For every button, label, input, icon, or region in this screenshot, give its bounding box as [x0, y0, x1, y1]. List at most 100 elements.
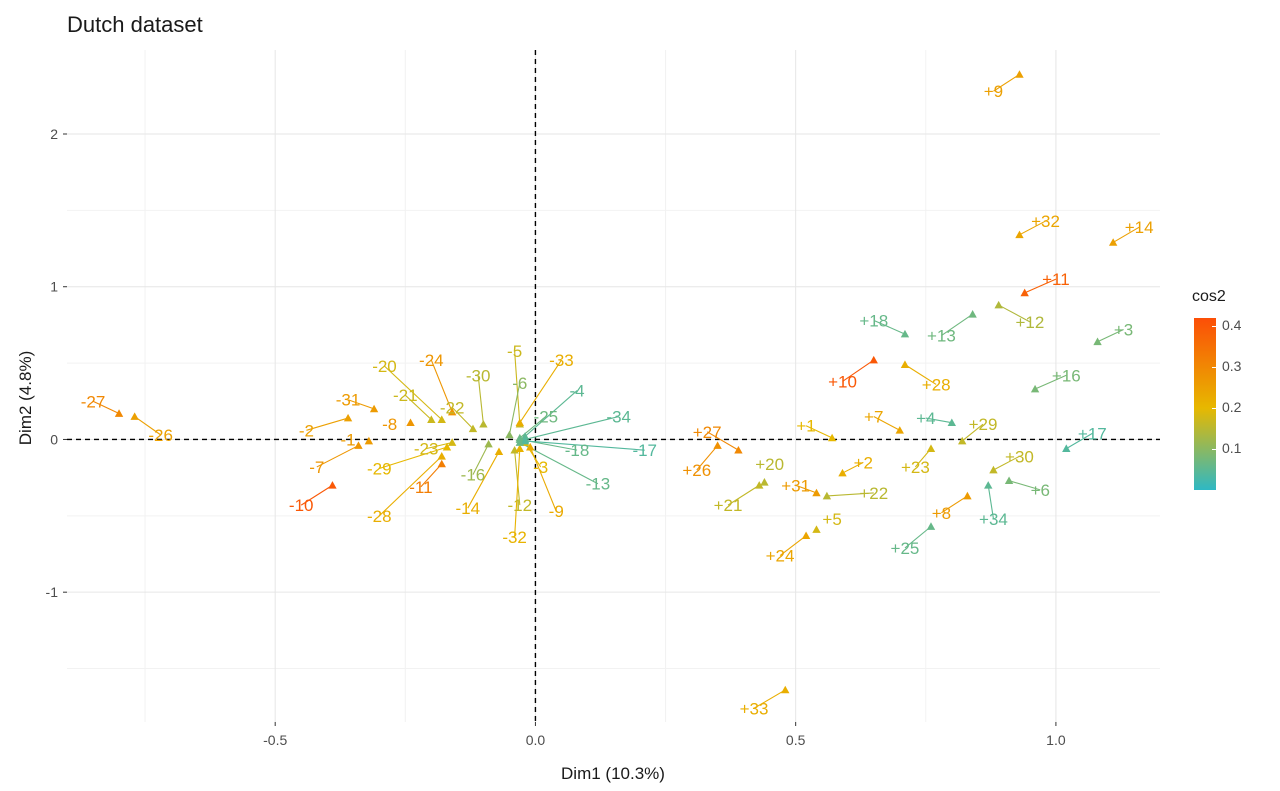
- data-point: [947, 418, 957, 427]
- label-connector: [378, 455, 443, 517]
- point-label: +17: [1078, 424, 1107, 443]
- data-point: [781, 685, 790, 694]
- data-point: [989, 465, 998, 474]
- x-tick-label: -0.5: [263, 732, 287, 748]
- label-connector: [925, 417, 952, 424]
- point-label: -10: [289, 496, 314, 515]
- data-point: [895, 426, 904, 434]
- legend-tick-label: 0.3: [1222, 358, 1242, 375]
- point-label: -4: [570, 382, 585, 401]
- reference-lines: [67, 50, 1160, 722]
- label-connector: [347, 399, 375, 410]
- label-connector: [514, 448, 521, 538]
- point-label: +10: [828, 372, 857, 391]
- point-label: -14: [455, 499, 480, 518]
- data-point: [484, 439, 493, 448]
- data-point: [926, 444, 936, 452]
- point-label: +26: [682, 461, 711, 480]
- y-tick-label: 2: [50, 126, 58, 142]
- point-label: +24: [766, 547, 795, 566]
- point-label: -32: [502, 528, 527, 547]
- point-label: -23: [414, 440, 439, 459]
- point-label: +22: [859, 484, 888, 503]
- point-label: -33: [549, 351, 574, 370]
- label-connector: [998, 304, 1031, 323]
- label-connector: [826, 492, 874, 497]
- label-connector: [524, 390, 578, 437]
- point-label: -20: [372, 357, 397, 376]
- data-point: [494, 447, 504, 456]
- data-points: [114, 70, 1118, 694]
- label-connector: [941, 495, 968, 514]
- data-point: [1108, 238, 1118, 246]
- x-tick-label: 0.0: [526, 732, 546, 748]
- label-connector: [134, 416, 162, 436]
- data-point: [958, 436, 967, 445]
- label-connector: [472, 443, 490, 475]
- data-point: [838, 468, 847, 477]
- point-label: +13: [927, 327, 956, 346]
- point-label: +1: [796, 417, 815, 436]
- grid: [67, 50, 1160, 722]
- point-label: +31: [781, 476, 810, 495]
- data-point: [984, 481, 993, 489]
- data-point: [900, 360, 910, 368]
- point-label: -34: [606, 408, 631, 427]
- label-connector: [961, 423, 984, 442]
- data-point: [812, 525, 821, 533]
- data-point: [505, 430, 514, 439]
- data-point: [760, 478, 769, 486]
- data-point: [364, 436, 374, 445]
- label-connector: [420, 463, 443, 488]
- data-point: [1020, 288, 1029, 297]
- point-label: +4: [916, 409, 935, 428]
- point-label: +6: [1031, 481, 1050, 500]
- label-connector: [384, 365, 443, 421]
- point-label: +27: [693, 423, 722, 442]
- data-point: [427, 415, 436, 423]
- point-label: -7: [309, 458, 324, 477]
- point-label: -21: [393, 386, 418, 405]
- point-label: +32: [1031, 212, 1060, 231]
- label-connector: [1008, 480, 1041, 491]
- point-label: -9: [549, 502, 564, 521]
- point-label: +30: [1005, 447, 1034, 466]
- legend-tick-mark: [1212, 326, 1216, 328]
- data-point: [369, 404, 379, 413]
- point-label: -24: [419, 351, 444, 370]
- point-label: -18: [565, 441, 590, 460]
- data-point: [1062, 444, 1071, 452]
- data-point: [827, 433, 837, 442]
- data-point: [968, 310, 977, 318]
- label-connector: [795, 484, 817, 494]
- point-label: +9: [984, 82, 1003, 101]
- color-legend: cos2 0.1 0.2 0.3 0.4: [1186, 288, 1276, 503]
- point-label: +12: [1015, 313, 1044, 332]
- data-point: [130, 412, 139, 420]
- label-connector: [993, 73, 1020, 92]
- point-label: -26: [148, 426, 173, 445]
- chart-title: Dutch dataset: [67, 12, 203, 37]
- label-connector: [430, 359, 453, 413]
- data-point: [328, 481, 337, 489]
- point-label: +18: [859, 311, 888, 330]
- label-connector: [727, 484, 760, 506]
- label-connector: [842, 461, 864, 474]
- data-point: [406, 418, 415, 427]
- point-label: -2: [299, 421, 314, 440]
- legend-tick-mark: [1212, 449, 1216, 451]
- label-connector: [1034, 374, 1067, 390]
- x-tick-label: 1.0: [1046, 732, 1066, 748]
- data-point: [900, 329, 910, 338]
- point-label: -28: [367, 507, 392, 526]
- point-label: +16: [1052, 366, 1081, 385]
- label-connector: [524, 416, 619, 440]
- point-label: +33: [740, 699, 769, 718]
- label-connector: [805, 425, 833, 439]
- data-point: [447, 438, 457, 446]
- legend-tick-mark: [1212, 408, 1216, 410]
- x-tick-label: 0.5: [786, 732, 806, 748]
- legend-gradient-bar: [1194, 318, 1216, 490]
- data-point: [520, 436, 530, 445]
